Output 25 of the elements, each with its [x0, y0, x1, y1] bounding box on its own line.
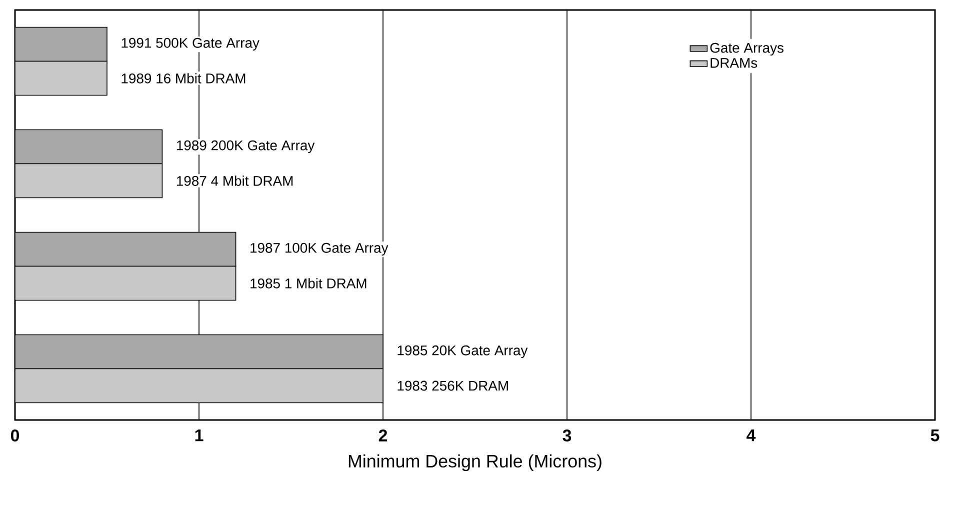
- annotation: 1989 16 Mbit DRAM: [122, 73, 246, 84]
- annotation: 1991 500K Gate Array: [122, 38, 260, 51]
- annotation: 1983 256K DRAM: [398, 380, 508, 391]
- bar: [15, 26, 108, 62]
- annotation: 1987 4 Mbit DRAM: [176, 176, 293, 186]
- bar: [15, 163, 163, 198]
- bar: [15, 334, 384, 370]
- x-tick-label: 5: [930, 430, 940, 442]
- x-axis-title: Minimum Design Rule (Microns): [348, 454, 602, 472]
- annotation: 1987 100K Gate Array: [250, 242, 388, 256]
- bar: [15, 60, 108, 96]
- x-tick-label: 1: [195, 430, 204, 442]
- x-tick-label: 4: [746, 430, 756, 442]
- bar: [15, 266, 236, 301]
- bar: [15, 129, 163, 164]
- legend-label: DRAMs: [710, 58, 758, 68]
- annotation: 1985 1 Mbit DRAM: [250, 278, 366, 288]
- x-tick-label: 3: [562, 430, 572, 442]
- bar: [15, 232, 236, 267]
- legend-label: Gate Arrays: [710, 42, 784, 56]
- bar: [15, 368, 384, 404]
- x-tick-label: 0: [10, 430, 20, 442]
- x-tick-label: 2: [378, 430, 388, 442]
- annotation: 1985 20K Gate Array: [398, 345, 528, 358]
- annotation: 1989 200K Gate Array: [176, 140, 315, 154]
